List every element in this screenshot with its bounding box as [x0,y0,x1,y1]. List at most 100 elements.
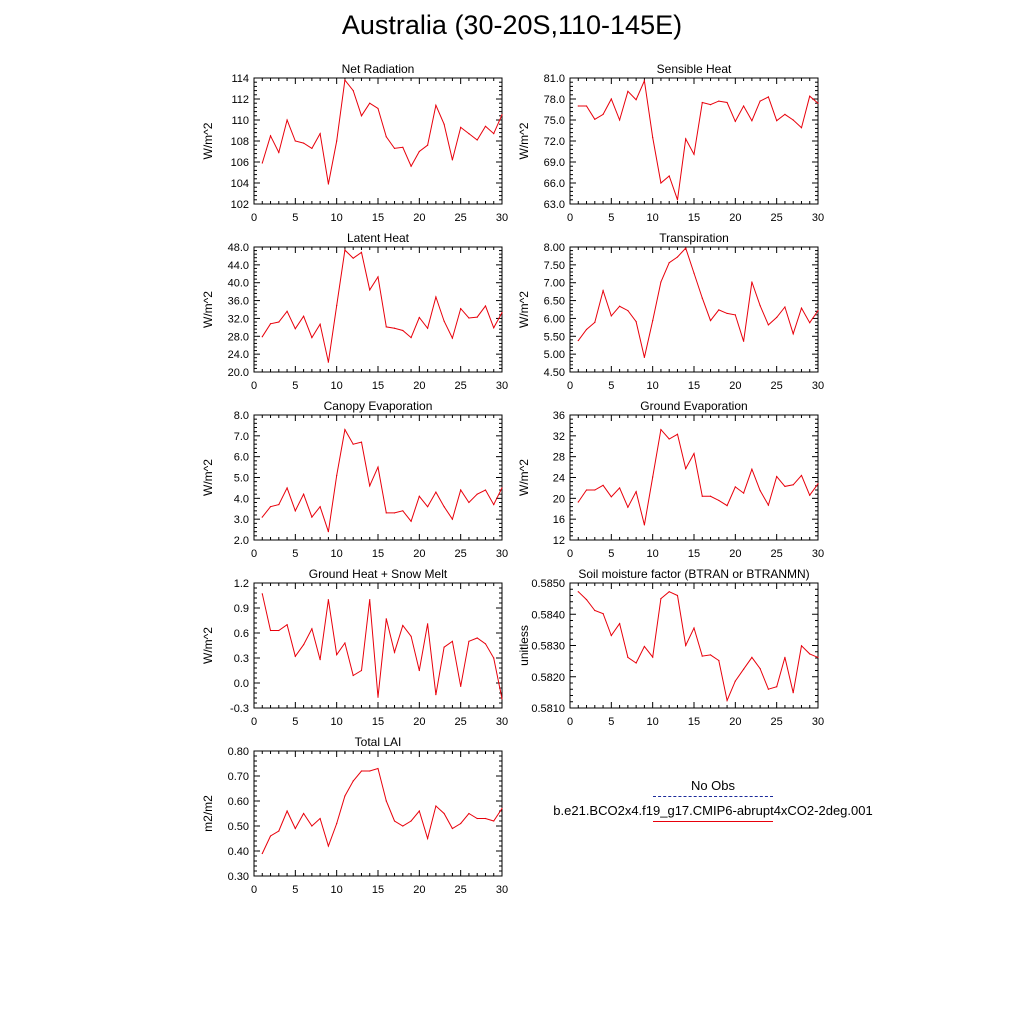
figure-title: Australia (30-20S,110-145E) [341,10,683,40]
data-point [360,115,363,117]
data-point [635,321,637,323]
data-point [800,307,803,309]
data-point [303,644,305,646]
data-point [443,812,445,815]
data-point [484,643,487,645]
panel-title: Soil moisture factor (BTRAN or BTRANMN) [578,567,809,581]
data-point [336,474,338,477]
data-point [585,598,588,601]
data-point [336,140,338,142]
y-tick-label: 3.0 [234,514,249,526]
x-tick-label: 10 [331,884,343,896]
x-tick-label: 25 [771,380,783,392]
x-tick-label: 10 [331,716,343,728]
data-point [817,656,819,658]
data-point [726,505,728,507]
data-point [360,441,363,443]
x-tick-label: 25 [455,884,467,896]
x-tick-label: 0 [251,548,257,560]
data-point [693,272,695,274]
panel-5: 0 5 10 15 20 25 30 12 16 20 24 28 32 36 Ground Evapora… [517,399,824,560]
y-tick-label: 63.0 [544,199,565,211]
data-point [776,316,778,318]
data-point [660,281,662,283]
data-point [743,105,745,107]
y-tick-label: 0.5820 [531,672,565,684]
x-tick-label: 25 [771,548,783,560]
y-tick-label: 32 [553,431,565,443]
data-point [385,618,387,620]
y-tick-label: 6.00 [544,313,565,325]
data-point [792,692,794,694]
data-point [493,327,495,329]
data-point [303,315,305,317]
data-point [759,668,761,670]
data-point [743,668,745,670]
data-point [319,659,321,661]
x-tick-label: 30 [812,212,824,224]
data-point [693,627,695,629]
x-tick-label: 30 [496,716,508,728]
x-tick-label: 20 [729,212,741,224]
data-point [800,127,803,129]
plot-frame [569,246,819,373]
data-point [460,685,462,687]
x-tick-label: 0 [567,380,573,392]
x-tick-label: 5 [292,884,298,896]
data-point [319,323,321,325]
data-point [685,138,687,140]
y-axis-label: W/m^2 [201,459,215,496]
data-point [709,495,712,497]
data-point [369,289,371,291]
data-point [809,322,811,324]
y-tick-label: 78.0 [544,94,565,106]
data-point [501,114,503,116]
x-tick-label: 0 [567,548,573,560]
plot-frame [253,582,503,709]
y-tick-label: 0.60 [228,796,249,808]
data-point [385,136,387,138]
data-point [352,443,354,445]
data-point [751,120,753,122]
x-tick-label: 10 [647,212,659,224]
y-tick-label: 7.00 [544,278,565,290]
y-tick-label: 81.0 [544,73,565,85]
data-point [402,146,404,148]
series-line [577,428,819,526]
data-point [652,319,654,322]
x-tick-label: 30 [812,548,824,560]
data-point [435,104,437,106]
data-point [352,780,354,782]
data-point [369,102,371,104]
y-tick-label: 8.0 [234,410,249,422]
data-point [800,645,803,647]
data-point [685,468,687,470]
y-tick-label: 5.0 [234,473,249,485]
data-point [269,629,272,632]
data-point [685,247,687,249]
data-point [418,810,420,812]
x-tick-label: 20 [729,548,741,560]
data-point [767,688,770,690]
data-point [668,438,670,440]
data-point [693,452,695,455]
data-point [585,489,588,491]
x-tick-label: 5 [608,716,614,728]
x-tick-label: 25 [771,716,783,728]
data-point [435,694,437,696]
data-point [311,628,313,630]
series-line [577,247,819,358]
y-tick-label: 6.50 [544,296,565,308]
data-point [693,153,695,155]
data-point [393,147,396,149]
x-tick-label: 25 [455,380,467,392]
data-point [286,310,288,312]
data-point [610,634,612,637]
data-point [660,182,662,184]
data-point [484,305,487,307]
data-point [751,468,753,470]
data-point [385,326,387,328]
data-point [701,101,703,104]
data-point [743,340,745,342]
y-tick-label: 0.80 [228,746,249,758]
